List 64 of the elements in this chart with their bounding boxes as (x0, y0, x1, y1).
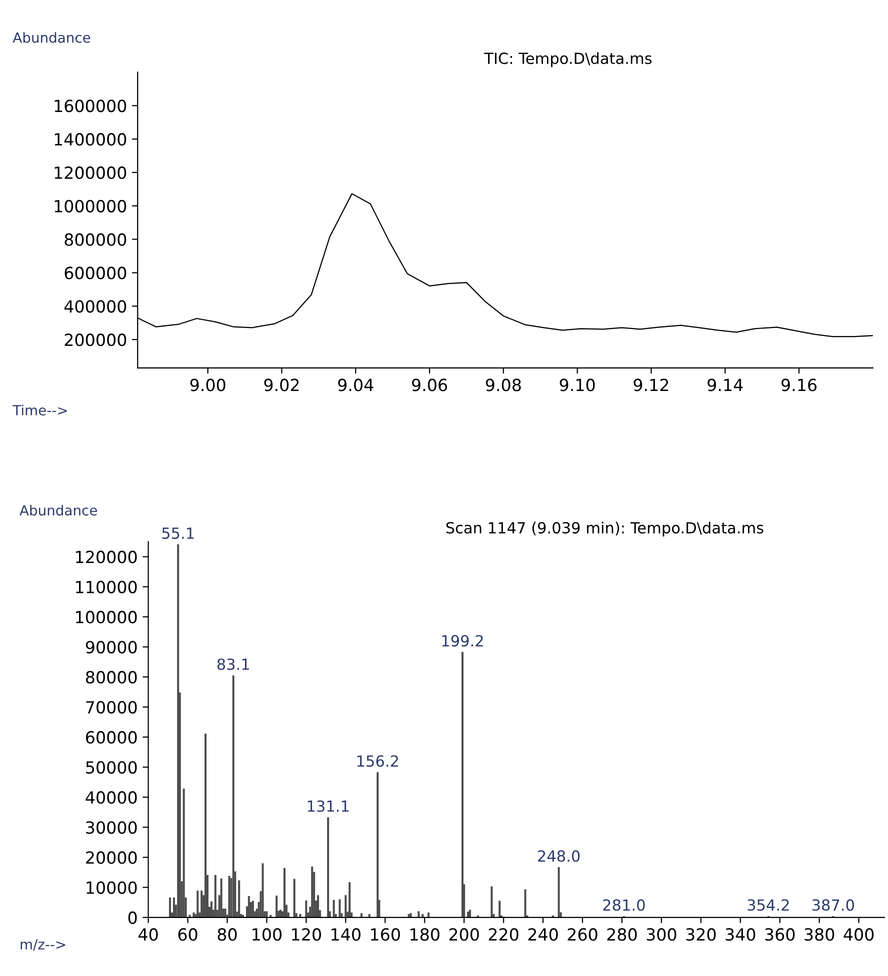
y-tick-label: 1600000 (54, 100, 126, 112)
y-tick-label: 0 (128, 911, 137, 924)
y-tick-label: 40000 (86, 791, 137, 804)
annotation: 156.2 (357, 755, 398, 767)
y-axis-title: Abundance (20, 504, 97, 516)
x-tick-label: 9.12 (634, 378, 668, 392)
x-tick-label: 160 (371, 928, 400, 941)
x-tick-label: 9.04 (338, 378, 374, 392)
chart-title: Scan 1147 (9.039 min): Tempo.D\data.ms (446, 522, 764, 537)
y-tick-label: 10000 (86, 881, 137, 894)
y-tick-label: 600000 (64, 266, 126, 280)
x-tick-label: 380 (804, 928, 834, 941)
x-tick-label: 80 (218, 928, 237, 941)
y-tick-label: 100000 (76, 610, 137, 624)
annotation: 387.0 (812, 899, 854, 911)
x-tick-label: 360 (765, 928, 795, 941)
x-tick-label: 280 (607, 928, 637, 941)
annotation: 199.2 (442, 635, 483, 647)
y-tick-label: 80000 (86, 670, 137, 684)
x-tick-label: 9.16 (782, 378, 817, 392)
y-tick-label: 200000 (64, 334, 126, 346)
x-tick-label: 40 (138, 928, 158, 941)
x-tick-label: 180 (410, 928, 440, 941)
x-tick-label: 9.06 (412, 378, 448, 392)
y-tick-label: 400000 (64, 300, 126, 313)
y-tick-label: 60000 (86, 731, 137, 744)
y-tick-label: 110000 (76, 580, 137, 594)
y-tick-label: 1200000 (54, 166, 126, 180)
x-tick-label: 9.00 (190, 378, 226, 392)
x-tick-label: 120 (292, 928, 321, 941)
annotation: 131.1 (308, 800, 349, 812)
x-tick-label: 300 (646, 928, 676, 941)
y-tick-label: 20000 (86, 851, 137, 864)
y-tick-label: 90000 (86, 640, 137, 654)
annotation: 83.1 (217, 658, 249, 670)
x-tick-label: 220 (488, 928, 518, 941)
x-axis-title: m/z--> (20, 939, 66, 951)
y-tick-label: 120000 (76, 550, 137, 564)
annotation: 354.2 (748, 899, 789, 911)
chart-title: TIC: Tempo.D\data.ms (484, 52, 652, 68)
x-tick-label: 260 (568, 928, 598, 941)
x-tick-label: 320 (686, 928, 716, 941)
x-tick-label: 140 (332, 928, 360, 941)
x-tick-label: 240 (528, 928, 558, 941)
annotation: 248.0 (538, 850, 580, 862)
x-tick-label: 60 (178, 928, 198, 941)
x-tick-label: 9.14 (708, 378, 743, 392)
y-tick-label: 1400000 (54, 133, 126, 146)
y-tick-label: 30000 (86, 821, 137, 834)
x-tick-label: 9.02 (264, 378, 299, 392)
annotation: 55.1 (162, 528, 194, 539)
x-tick-label: 400 (844, 928, 874, 941)
x-tick-label: 9.10 (560, 378, 595, 392)
y-tick-label: 70000 (86, 700, 137, 714)
y-tick-label: 50000 (86, 761, 137, 774)
y-tick-label: 800000 (64, 233, 126, 246)
annotation: 281.0 (603, 899, 645, 911)
x-tick-label: 100 (252, 928, 282, 941)
y-axis-title: Abundance (12, 32, 90, 43)
x-tick-label: 200 (449, 928, 479, 941)
x-tick-label: 9.08 (486, 378, 521, 392)
y-tick-label: 1000000 (54, 200, 126, 212)
x-tick-label: 340 (726, 928, 756, 941)
x-axis-title: Time--> (12, 404, 67, 416)
